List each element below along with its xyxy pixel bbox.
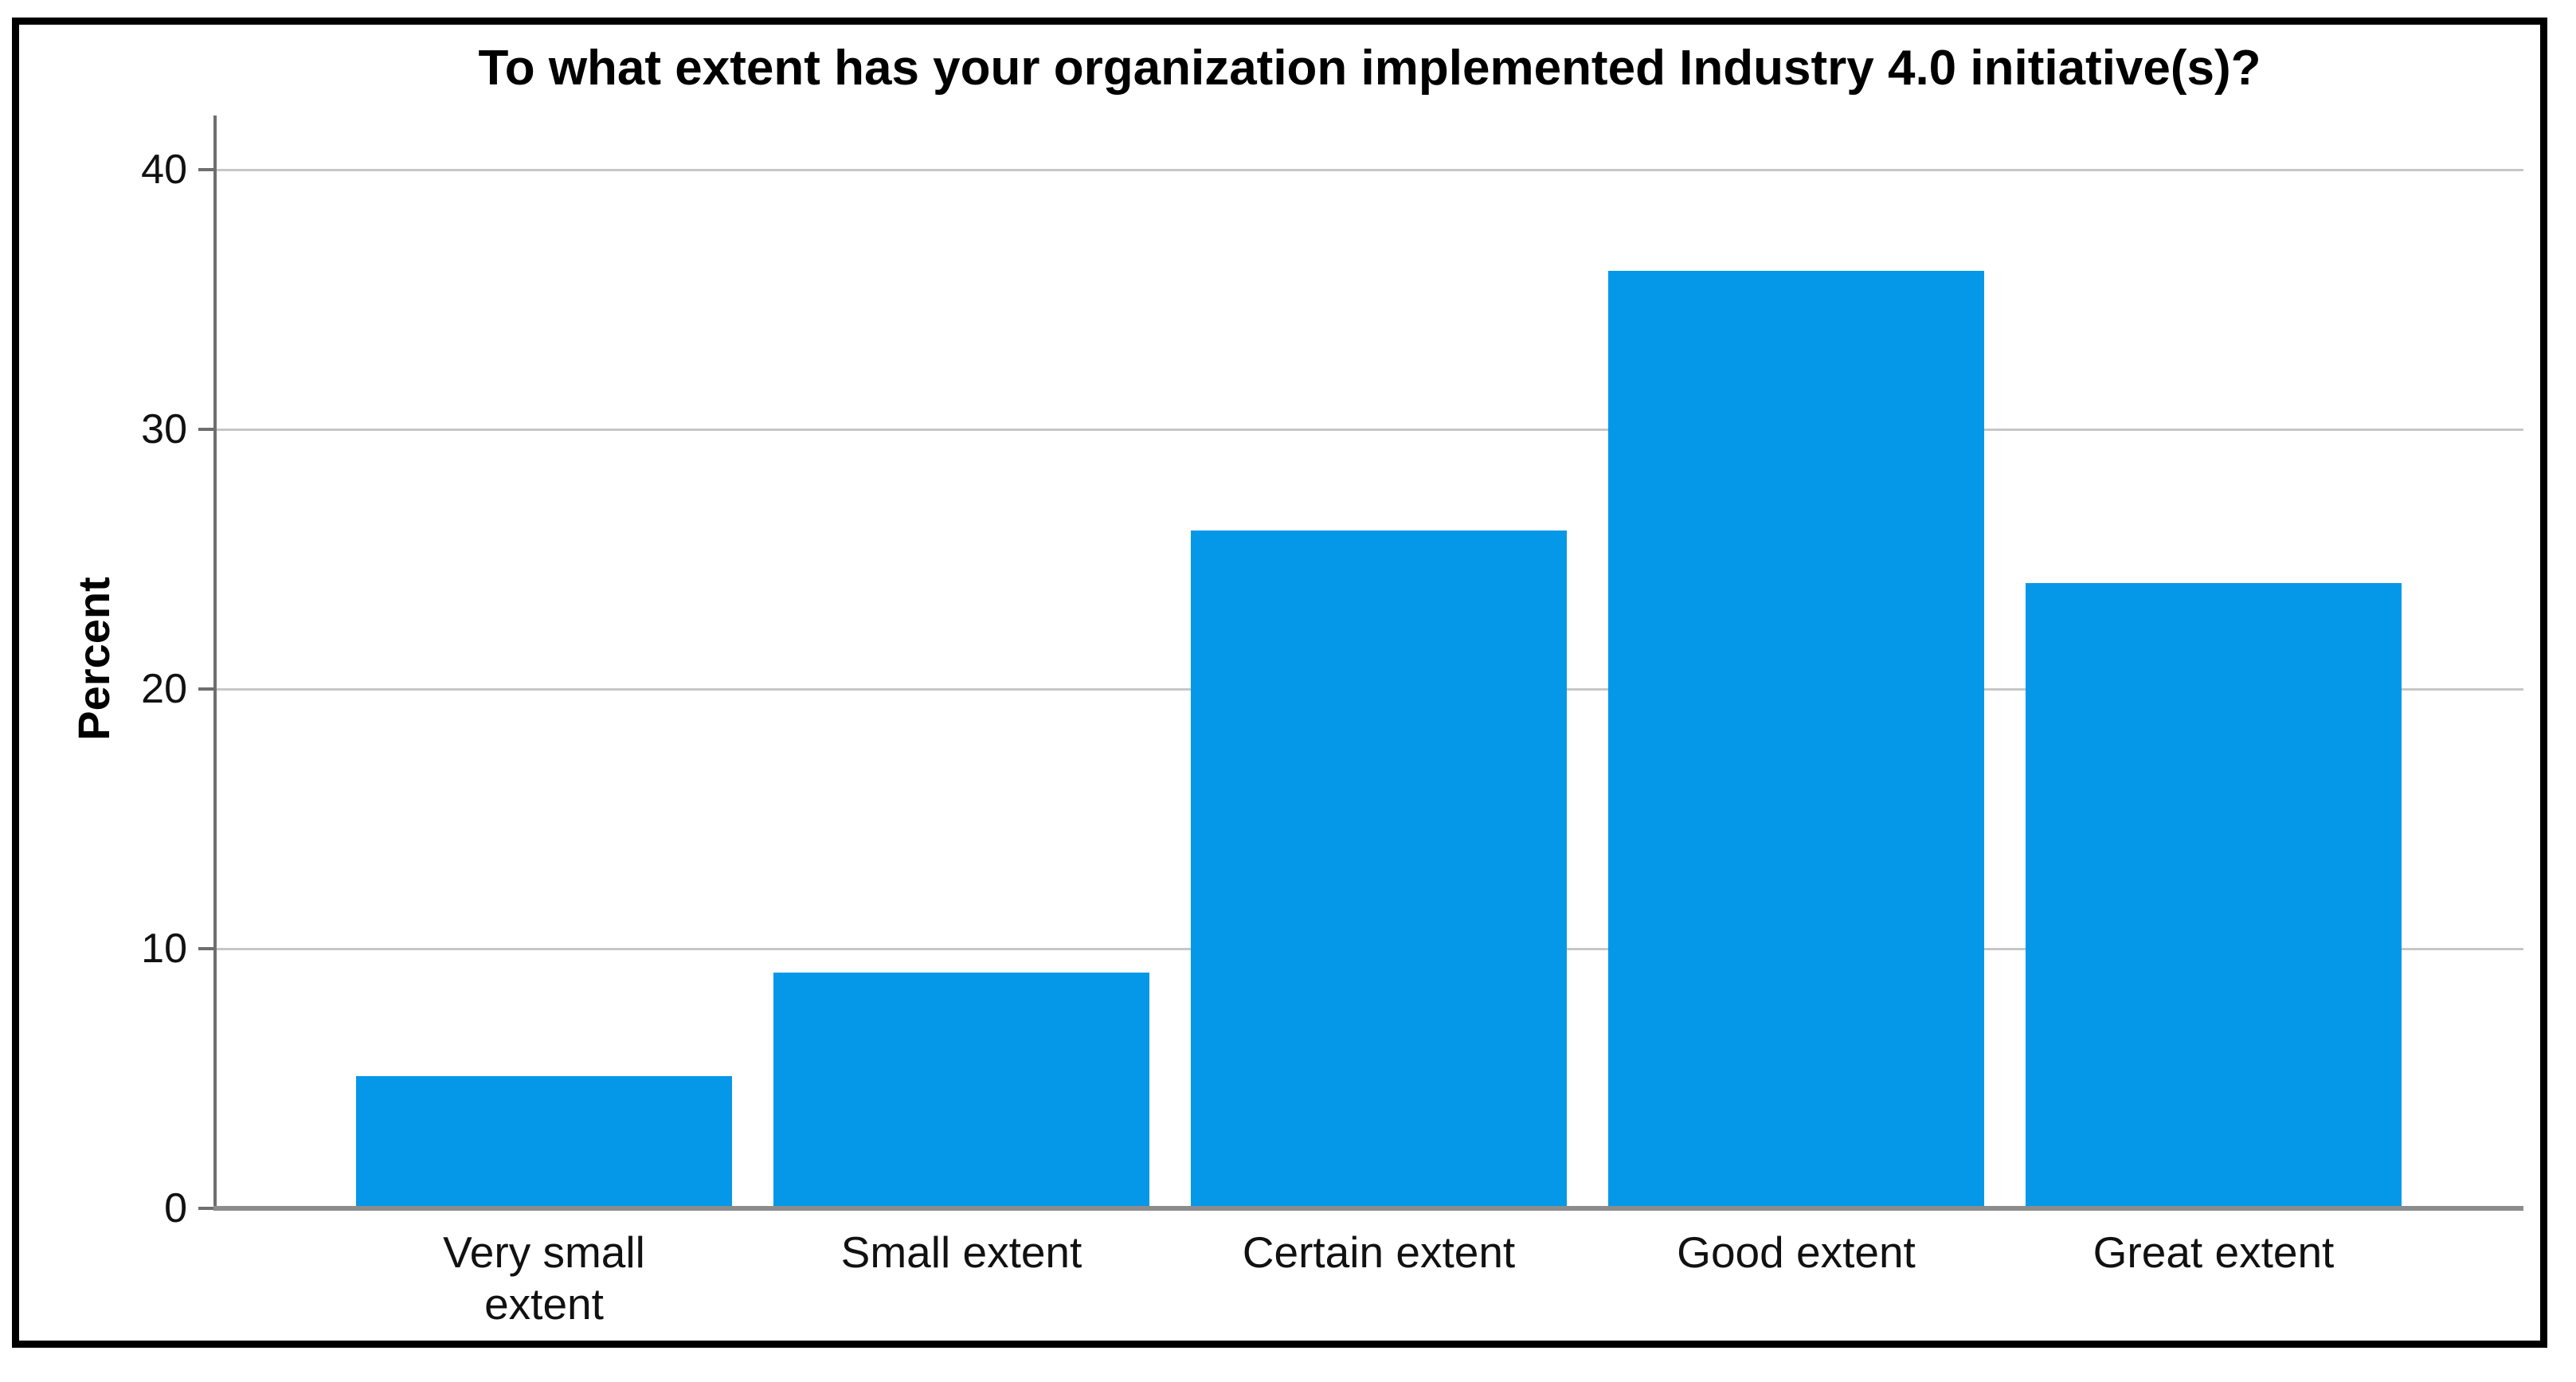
bar [2026,583,2402,1206]
y-axis-tick [198,1207,214,1210]
y-axis-tick-label: 20 [141,666,187,712]
x-axis-category-label: Small extent [840,1227,1082,1277]
x-axis-category-label: Certain extent [1242,1227,1516,1277]
chart-title: To what extent has your organization imp… [478,41,2261,96]
horizontal-gridline [216,169,2523,171]
y-axis-title: Percent [69,577,119,741]
plot-area [216,115,2523,1208]
y-axis-tick [198,947,214,950]
x-axis-category-label: Great extent [2093,1227,2335,1277]
x-axis-baseline [213,1206,2523,1211]
y-axis-tick [198,168,214,171]
y-axis-tick-label: 0 [164,1185,187,1231]
y-axis-tick [198,687,214,691]
x-axis-category-label: Very small extent [443,1227,645,1329]
y-axis-line [213,115,217,1208]
horizontal-gridline [216,429,2523,431]
y-axis-tick [198,428,214,431]
y-axis-tick-label: 30 [141,406,187,452]
bar [1608,271,1984,1206]
y-axis-tick-label: 40 [141,147,187,193]
bar [356,1076,732,1206]
bar [773,973,1149,1206]
y-axis-tick-label: 10 [141,926,187,972]
x-axis-category-label: Good extent [1677,1227,1916,1277]
bar [1191,530,1567,1206]
